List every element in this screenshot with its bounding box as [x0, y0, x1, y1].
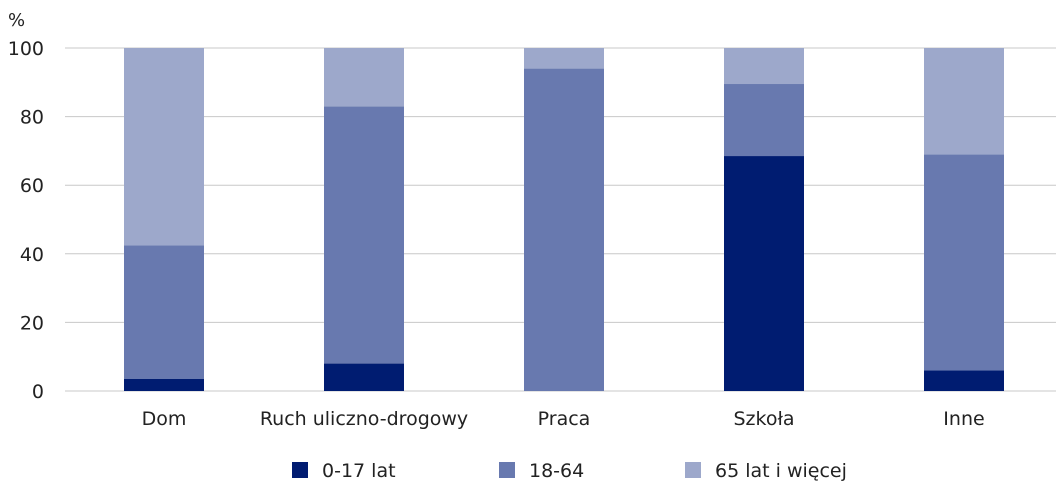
bar-segment [124, 48, 204, 246]
bar-segment [324, 363, 404, 391]
y-axis-unit-label: % [8, 10, 25, 31]
legend-swatch [292, 462, 308, 478]
bar-segment [124, 378, 204, 391]
bar-segment [924, 48, 1004, 155]
bar-segment [324, 48, 404, 107]
y-tick-label: 40 [20, 244, 44, 266]
x-axis-category-labels: Dom Ruch uliczno-drogowy Praca Szkoła Inne [142, 408, 985, 430]
legend: 0-17 lat 18-64 65 lat i więcej [292, 460, 847, 481]
y-axis-tick-labels: 0 20 40 60 80 100 [8, 38, 44, 403]
y-tick-label: 80 [20, 107, 44, 129]
bar-segment [724, 48, 804, 85]
bars [124, 48, 1004, 391]
x-category-label: Inne [943, 408, 984, 430]
bar-segment [324, 106, 404, 364]
y-tick-label: 100 [8, 38, 44, 60]
bar-segment [924, 370, 1004, 391]
y-tick-label: 60 [20, 175, 44, 197]
bar-segment [124, 245, 204, 379]
legend-swatch [685, 462, 701, 478]
y-tick-label: 0 [32, 381, 44, 403]
legend-swatch [499, 462, 515, 478]
x-category-label: Praca [538, 408, 591, 430]
legend-label: 0-17 lat [322, 460, 396, 481]
legend-label: 18-64 [529, 460, 584, 481]
bar-segment [524, 48, 604, 69]
bar-segment [724, 84, 804, 157]
bar-segment [524, 68, 604, 391]
bar-segment [724, 156, 804, 391]
x-category-label: Dom [142, 408, 187, 430]
bar-segment [924, 154, 1004, 371]
x-category-label: Szkoła [733, 408, 794, 430]
x-category-label: Ruch uliczno-drogowy [260, 408, 468, 430]
y-tick-label: 20 [20, 312, 44, 334]
legend-label: 65 lat i więcej [715, 460, 847, 481]
